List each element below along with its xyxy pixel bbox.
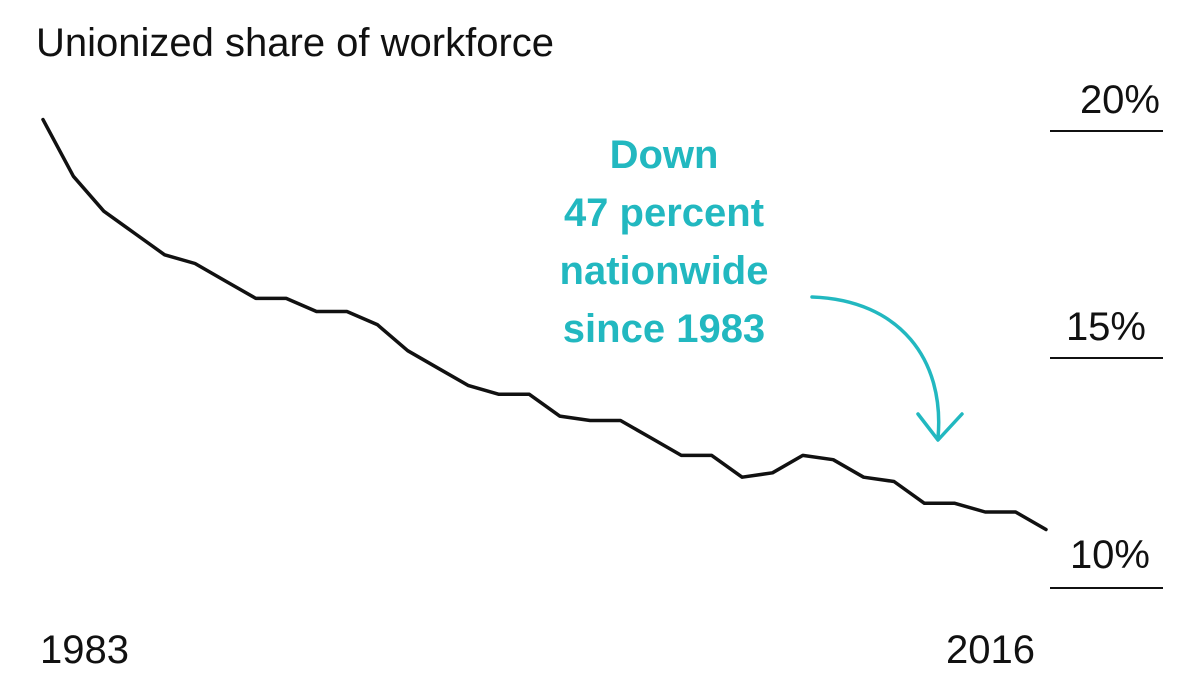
x-axis: 1983 2016 [40,628,1035,672]
annotation-line-2: 47 percent [564,191,764,235]
x-tick-label-start: 1983 [40,628,129,672]
y-axis: 20% 15% 10% [1050,78,1163,589]
annotation-arrowhead [916,412,964,442]
annotation-arrow [810,295,941,440]
annotation-line-3: nationwide [560,249,769,293]
annotation-line-1: Down [610,133,719,177]
x-tick-label-end: 2016 [946,628,1035,672]
y-tick-label-10: 10% [1070,533,1150,577]
y-tick-label-20: 20% [1080,78,1160,122]
series-line [41,117,1048,532]
annotation-line-4: since 1983 [563,307,765,351]
annotation: Down 47 percent nationwide since 1983 [560,133,964,442]
chart-title: Unionized share of workforce [36,21,554,65]
y-tick-label-15: 15% [1066,305,1146,349]
